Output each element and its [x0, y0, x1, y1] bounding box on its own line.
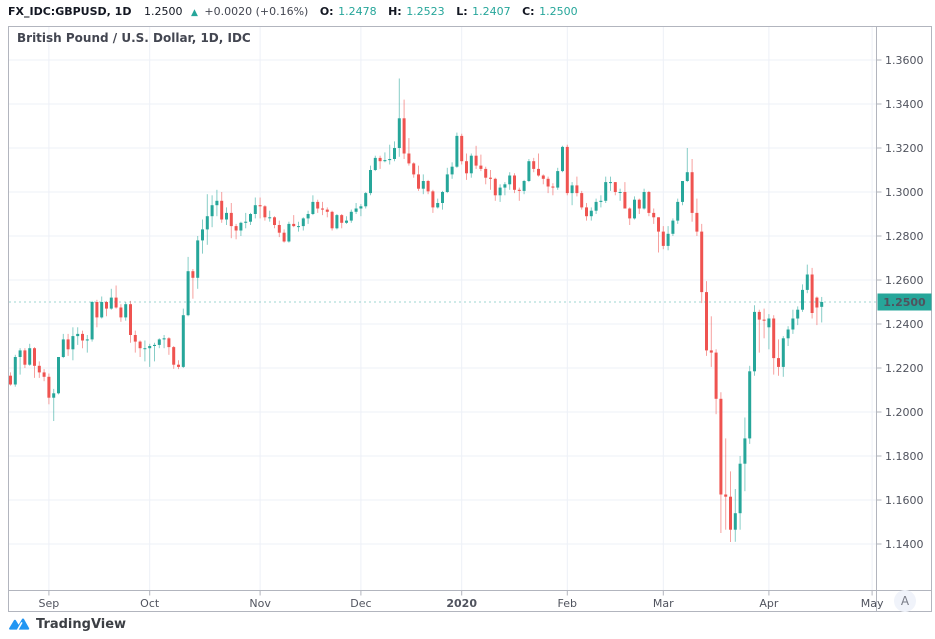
up-arrow-icon: ▲ [190, 8, 198, 18]
svg-text:Apr: Apr [759, 597, 779, 610]
svg-text:Sep: Sep [39, 597, 60, 610]
tradingview-logo-icon [9, 618, 30, 631]
grid-lines [9, 27, 876, 590]
svg-text:2020: 2020 [446, 597, 477, 610]
price-axis[interactable]: 1.3600 1.3400 1.3200 1.3000 1.2800 1.2600 1.24… [876, 54, 924, 551]
symbol-header: FX_IDC:GBPUSD, 1D 1.2500 ▲ +0.0020 (+0.1… [8, 3, 578, 21]
svg-text:Mar: Mar [653, 597, 674, 610]
svg-text:1.2000: 1.2000 [885, 406, 924, 419]
svg-text:1.2600: 1.2600 [885, 274, 924, 287]
last-price-badge: 1.2500 [877, 293, 932, 311]
low-label: L: [456, 5, 468, 18]
svg-text:Dec: Dec [350, 597, 371, 610]
svg-text:1.3600: 1.3600 [885, 54, 924, 67]
high-label: H: [388, 5, 402, 18]
svg-text:1.1800: 1.1800 [885, 450, 924, 463]
svg-text:1.3400: 1.3400 [885, 98, 924, 111]
open-label: O: [319, 5, 334, 18]
low-value: 1.2407 [472, 5, 511, 18]
candlestick-chart-pane[interactable]: 1.3600 1.3400 1.3200 1.3000 1.2800 1.2600 1.24… [8, 26, 932, 612]
svg-text:1.1600: 1.1600 [885, 494, 924, 507]
high-value: 1.2523 [406, 5, 445, 18]
svg-text:1.2200: 1.2200 [885, 362, 924, 375]
chart-frame [8, 26, 932, 612]
svg-text:Feb: Feb [558, 597, 577, 610]
svg-text:1.3200: 1.3200 [885, 142, 924, 155]
svg-text:1.1400: 1.1400 [885, 538, 924, 551]
svg-text:May: May [861, 597, 884, 610]
svg-text:Nov: Nov [249, 597, 271, 610]
last-price: 1.2500 [143, 5, 183, 18]
price-change: +0.0020 (+0.16%) [204, 5, 309, 18]
symbol-name[interactable]: FX_IDC:GBPUSD, 1D [8, 5, 132, 18]
auto-scale-button[interactable]: A [894, 590, 916, 612]
close-value: 1.2500 [539, 5, 578, 18]
close-label: C: [522, 5, 535, 18]
candles [9, 78, 824, 543]
svg-text:1.3000: 1.3000 [885, 186, 924, 199]
time-axis[interactable]: Sep Oct Nov Dec 2020 Feb Mar Apr May [39, 590, 884, 611]
chart-legend: British Pound / U.S. Dollar, 1D, IDC [17, 31, 251, 45]
tradingview-logo-link[interactable]: TradingView [8, 616, 126, 632]
svg-text:Oct: Oct [140, 597, 160, 610]
chart-container: 1.3600 1.3400 1.3200 1.3000 1.2800 1.2600 1.24… [8, 26, 932, 612]
tradingview-brand-text: TradingView [36, 616, 127, 632]
svg-text:1.2800: 1.2800 [885, 230, 924, 243]
svg-text:1.2500: 1.2500 [883, 296, 926, 309]
svg-text:1.2400: 1.2400 [885, 318, 924, 331]
open-value: 1.2478 [338, 5, 377, 18]
